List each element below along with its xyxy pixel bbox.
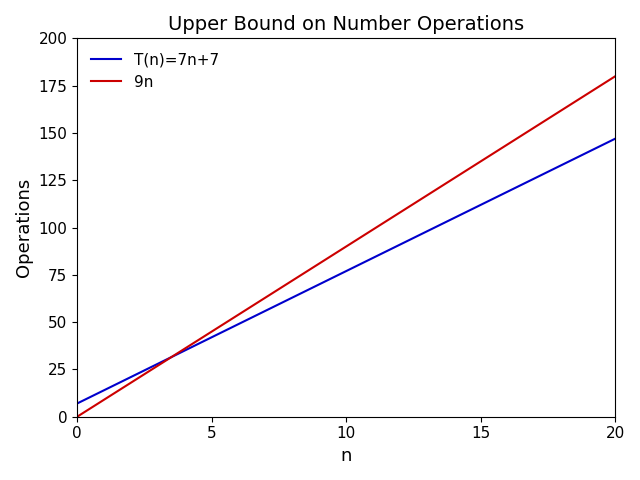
X-axis label: n: n [340, 447, 352, 465]
9n [310, 264, 318, 270]
T(n)=7n+7 [502, 189, 510, 195]
T(n)=7n+7 [493, 194, 500, 200]
9n [443, 180, 451, 186]
Title: Upper Bound on Number Operations: Upper Bound on Number Operations [168, 15, 524, 34]
T(n)=7n+7 [612, 136, 620, 142]
T(n)=7n+7 [128, 373, 136, 379]
Legend: T(n)=7n+7, 9n: T(n)=7n+7, 9n [84, 46, 225, 96]
T(n)=7n+7 [310, 284, 318, 290]
T(n)=7n+7 [443, 219, 451, 225]
9n [74, 414, 81, 420]
Line: 9n: 9n [77, 76, 616, 417]
9n [502, 142, 510, 148]
9n [291, 276, 299, 282]
Line: T(n)=7n+7: T(n)=7n+7 [77, 139, 616, 404]
9n [493, 148, 500, 154]
Y-axis label: Operations: Operations [15, 178, 33, 277]
T(n)=7n+7 [74, 401, 81, 407]
T(n)=7n+7 [291, 293, 299, 299]
9n [128, 379, 136, 385]
9n [612, 73, 620, 79]
